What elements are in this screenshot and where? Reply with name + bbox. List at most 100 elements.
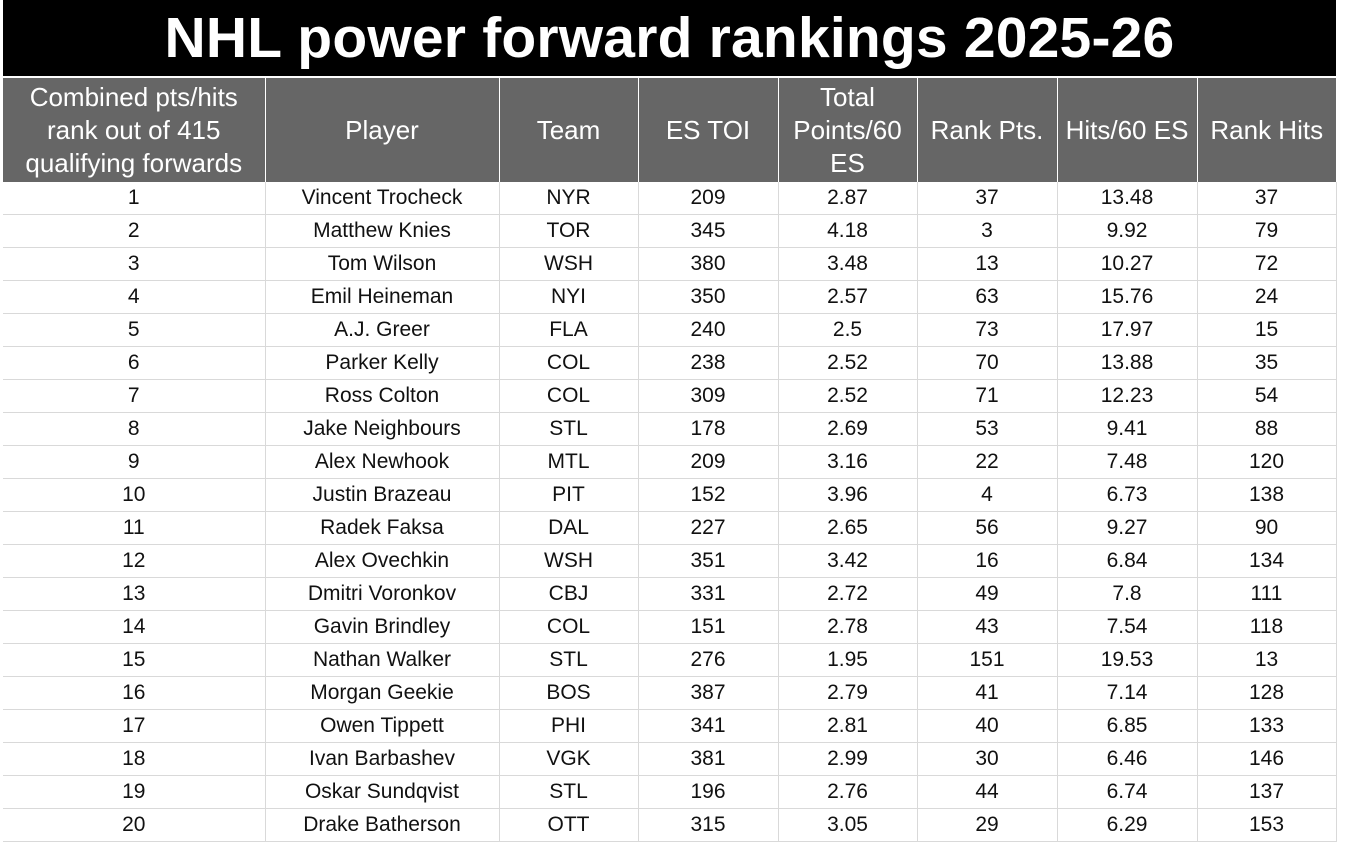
cell-combined-rank: 17 [3, 709, 266, 743]
table-body: 1 Vincent Trocheck NYR 209 2.87 37 13.48 37 2 Mat… [3, 182, 1337, 842]
cell-points-per-60: 2.52 [778, 346, 918, 380]
table-row: 4 Emil Heineman NYI 350 2.57 63 15.76 24 [3, 280, 1337, 314]
cell-hits-per-60: 13.48 [1057, 182, 1198, 215]
column-header-player: Player [265, 78, 500, 182]
cell-points-per-60: 2.81 [778, 709, 918, 743]
cell-rank-hits: 128 [1197, 676, 1337, 710]
cell-combined-rank: 14 [3, 610, 266, 644]
table-row: 18 Ivan Barbashev VGK 381 2.99 30 6.46 146 [3, 742, 1337, 776]
cell-player: Jake Neighbours [265, 412, 500, 446]
column-header-hits-per-60: Hits/60 ES [1057, 78, 1198, 182]
cell-points-per-60: 2.69 [778, 412, 918, 446]
cell-es-toi: 345 [638, 214, 779, 248]
cell-team: PHI [499, 709, 639, 743]
cell-points-per-60: 1.95 [778, 643, 918, 677]
cell-combined-rank: 9 [3, 445, 266, 479]
rankings-table: Combined pts/hits rank out of 415 qualif… [3, 78, 1337, 842]
cell-combined-rank: 15 [3, 643, 266, 677]
cell-team: OTT [499, 808, 639, 842]
cell-combined-rank: 7 [3, 379, 266, 413]
cell-rank-pts: 49 [917, 577, 1058, 611]
cell-es-toi: 341 [638, 709, 779, 743]
cell-hits-per-60: 7.8 [1057, 577, 1198, 611]
cell-team: WSH [499, 247, 639, 281]
cell-team: NYR [499, 182, 639, 215]
cell-points-per-60: 3.16 [778, 445, 918, 479]
cell-player: Ivan Barbashev [265, 742, 500, 776]
cell-es-toi: 276 [638, 643, 779, 677]
cell-hits-per-60: 6.84 [1057, 544, 1198, 578]
cell-player: Emil Heineman [265, 280, 500, 314]
cell-hits-per-60: 9.41 [1057, 412, 1198, 446]
cell-rank-pts: 70 [917, 346, 1058, 380]
cell-es-toi: 240 [638, 313, 779, 347]
table-row: 16 Morgan Geekie BOS 387 2.79 41 7.14 128 [3, 676, 1337, 710]
cell-es-toi: 380 [638, 247, 779, 281]
table-row: 12 Alex Ovechkin WSH 351 3.42 16 6.84 134 [3, 544, 1337, 578]
cell-hits-per-60: 9.27 [1057, 511, 1198, 545]
cell-rank-pts: 4 [917, 478, 1058, 512]
cell-rank-hits: 118 [1197, 610, 1337, 644]
cell-player: Nathan Walker [265, 643, 500, 677]
cell-combined-rank: 13 [3, 577, 266, 611]
table-row: 5 A.J. Greer FLA 240 2.5 73 17.97 15 [3, 313, 1337, 347]
cell-combined-rank: 11 [3, 511, 266, 545]
table-row: 9 Alex Newhook MTL 209 3.16 22 7.48 120 [3, 445, 1337, 479]
cell-combined-rank: 6 [3, 346, 266, 380]
cell-player: Oskar Sundqvist [265, 775, 500, 809]
cell-team: STL [499, 775, 639, 809]
cell-rank-pts: 29 [917, 808, 1058, 842]
table-row: 2 Matthew Knies TOR 345 4.18 3 9.92 79 [3, 214, 1337, 248]
cell-hits-per-60: 13.88 [1057, 346, 1198, 380]
table-row: 7 Ross Colton COL 309 2.52 71 12.23 54 [3, 379, 1337, 413]
cell-combined-rank: 16 [3, 676, 266, 710]
cell-hits-per-60: 6.85 [1057, 709, 1198, 743]
cell-rank-pts: 63 [917, 280, 1058, 314]
cell-rank-pts: 151 [917, 643, 1058, 677]
cell-points-per-60: 2.72 [778, 577, 918, 611]
column-header-rank-pts: Rank Pts. [917, 78, 1058, 182]
cell-rank-hits: 24 [1197, 280, 1337, 314]
table-row: 11 Radek Faksa DAL 227 2.65 56 9.27 90 [3, 511, 1337, 545]
cell-points-per-60: 2.78 [778, 610, 918, 644]
cell-player: Matthew Knies [265, 214, 500, 248]
column-header-rank-hits: Rank Hits [1197, 78, 1336, 182]
cell-combined-rank: 1 [3, 182, 266, 215]
cell-rank-hits: 134 [1197, 544, 1337, 578]
cell-es-toi: 238 [638, 346, 779, 380]
cell-rank-pts: 44 [917, 775, 1058, 809]
column-header-points-per-60: Total Points/60 ES [778, 78, 918, 182]
cell-rank-pts: 13 [917, 247, 1058, 281]
cell-rank-pts: 40 [917, 709, 1058, 743]
table-row: 1 Vincent Trocheck NYR 209 2.87 37 13.48 37 [3, 182, 1337, 215]
cell-es-toi: 178 [638, 412, 779, 446]
cell-points-per-60: 2.76 [778, 775, 918, 809]
cell-points-per-60: 2.52 [778, 379, 918, 413]
cell-combined-rank: 20 [3, 808, 266, 842]
cell-team: NYI [499, 280, 639, 314]
cell-player: Tom Wilson [265, 247, 500, 281]
cell-rank-hits: 146 [1197, 742, 1337, 776]
cell-rank-pts: 73 [917, 313, 1058, 347]
cell-points-per-60: 4.18 [778, 214, 918, 248]
cell-es-toi: 331 [638, 577, 779, 611]
table-row: 14 Gavin Brindley COL 151 2.78 43 7.54 118 [3, 610, 1337, 644]
cell-rank-hits: 79 [1197, 214, 1337, 248]
table-row: 20 Drake Batherson OTT 315 3.05 29 6.29 153 [3, 808, 1337, 842]
cell-rank-pts: 3 [917, 214, 1058, 248]
cell-rank-hits: 120 [1197, 445, 1337, 479]
cell-player: Alex Ovechkin [265, 544, 500, 578]
cell-points-per-60: 2.79 [778, 676, 918, 710]
cell-combined-rank: 3 [3, 247, 266, 281]
cell-hits-per-60: 6.73 [1057, 478, 1198, 512]
cell-hits-per-60: 9.92 [1057, 214, 1198, 248]
column-header-team: Team [499, 78, 639, 182]
cell-combined-rank: 5 [3, 313, 266, 347]
column-header-combined-rank: Combined pts/hits rank out of 415 qualif… [3, 78, 266, 182]
column-header-es-toi: ES TOI [638, 78, 779, 182]
cell-rank-hits: 153 [1197, 808, 1337, 842]
cell-rank-pts: 30 [917, 742, 1058, 776]
cell-points-per-60: 2.99 [778, 742, 918, 776]
cell-team: MTL [499, 445, 639, 479]
cell-combined-rank: 12 [3, 544, 266, 578]
